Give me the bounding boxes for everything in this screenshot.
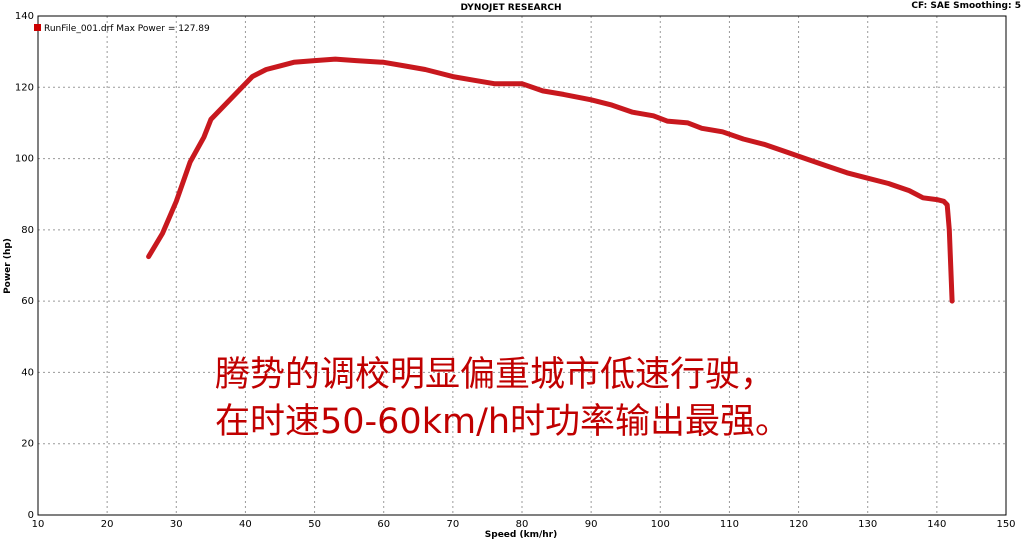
x-tick-label: 40 [239,519,252,530]
y-tick-label: 80 [21,225,34,236]
legend: RunFile_001.drf Max Power = 127.89 [34,24,210,34]
series-layer [146,56,955,304]
y-tick-label: 140 [15,11,34,22]
settings-readout: CF: SAE Smoothing: 5 [911,1,1021,11]
x-tick-label: 130 [858,519,877,530]
x-tick-label: 80 [516,519,529,530]
y-tick-label: 120 [15,82,34,93]
x-tick-label: 100 [651,519,670,530]
caption-line-1: 腾势的调校明显偏重城市低速行驶， [215,355,776,395]
x-tick-label: 150 [996,519,1015,530]
legend-swatch [34,24,41,31]
y-tick-label: 20 [21,439,34,450]
x-tick-label: 70 [446,519,459,530]
y-tick-label: 0 [28,510,34,521]
caption-line-2: 在时速50-60km/h时功率输出最强。 [215,402,791,442]
x-tick-label: 50 [308,519,321,530]
plot-frame [37,15,1007,516]
x-tick-label: 60 [377,519,390,530]
y-tick-label: 60 [21,296,34,307]
x-tick-label: 30 [170,519,183,530]
y-tick-label: 40 [21,367,34,378]
y-tick-label: 100 [15,154,34,165]
x-tick-label: 20 [101,519,114,530]
axis-ticks: 10 20 30 40 50 60 70 80 90 100 110 120 130 140 150 0 20 4… [15,11,1016,530]
chart-title: DYNOJET RESEARCH [460,3,561,13]
x-axis-label: Speed (km/hr) [485,530,557,539]
caption-overlay: 腾势的调校明显偏重城市低速行驶， 在时速50-60km/h时功率输出最强。 [215,352,790,446]
legend-label: RunFile_001.drf Max Power = 127.89 [44,24,210,34]
x-tick-label: 110 [720,519,739,530]
series-line [146,56,955,304]
x-tick-label: 90 [585,519,598,530]
grid [38,16,1006,515]
x-tick-label: 120 [789,519,808,530]
y-axis-label: Power (hp) [3,238,13,294]
x-tick-label: 140 [927,519,946,530]
x-tick-label: 10 [32,519,45,530]
